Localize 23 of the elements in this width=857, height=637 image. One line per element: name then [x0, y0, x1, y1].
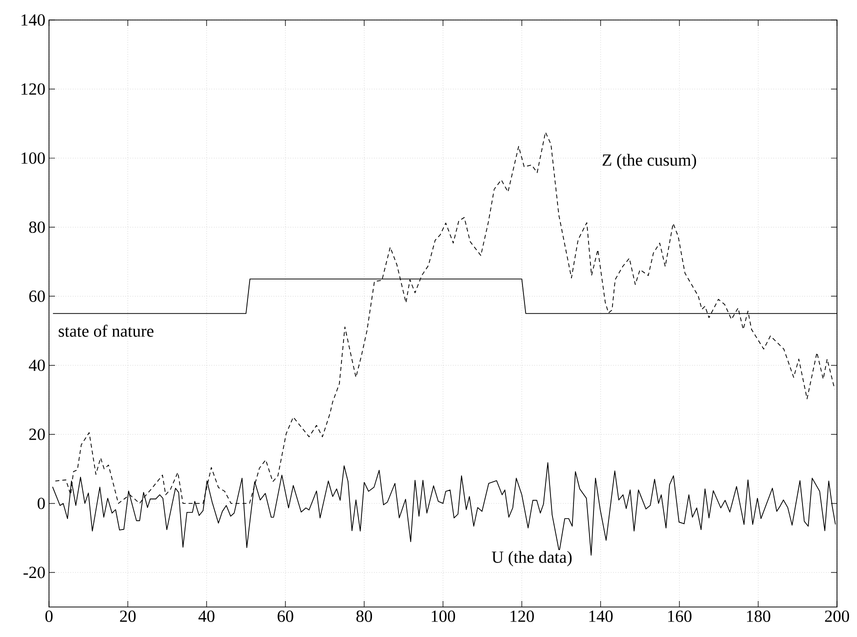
y-tick-label: 140 — [22, 14, 45, 26]
series-label: state of nature — [58, 324, 154, 337]
x-tick-label: 0 — [45, 610, 53, 622]
x-tick-label: 200 — [825, 610, 850, 622]
text: Z (the cusum) — [602, 154, 696, 170]
x-tick-label: 100 — [432, 610, 456, 622]
x-tick-label: 140 — [589, 610, 613, 622]
x-tick-label: 80 — [356, 610, 372, 622]
y-tick-label: 120 — [22, 83, 45, 95]
y-tick-label: 60 — [29, 290, 45, 302]
y-tick-label: -20 — [24, 566, 45, 578]
y-tick-label: 0 — [38, 498, 45, 510]
series-label: U (the data) — [492, 550, 572, 566]
y-tick-label: 80 — [29, 221, 45, 233]
x-tick-label: 60 — [278, 610, 294, 622]
x-tick-label: 180 — [746, 610, 770, 622]
x-tick-label: 120 — [510, 610, 534, 622]
x-tick-label: 160 — [668, 610, 692, 622]
y-tick-label: 40 — [28, 360, 45, 372]
x-tick-label: 40 — [198, 610, 214, 622]
y-tick-label: 20 — [29, 428, 45, 440]
x-tick-label: 20 — [120, 610, 136, 622]
y-tick-label: 100 — [22, 152, 45, 164]
